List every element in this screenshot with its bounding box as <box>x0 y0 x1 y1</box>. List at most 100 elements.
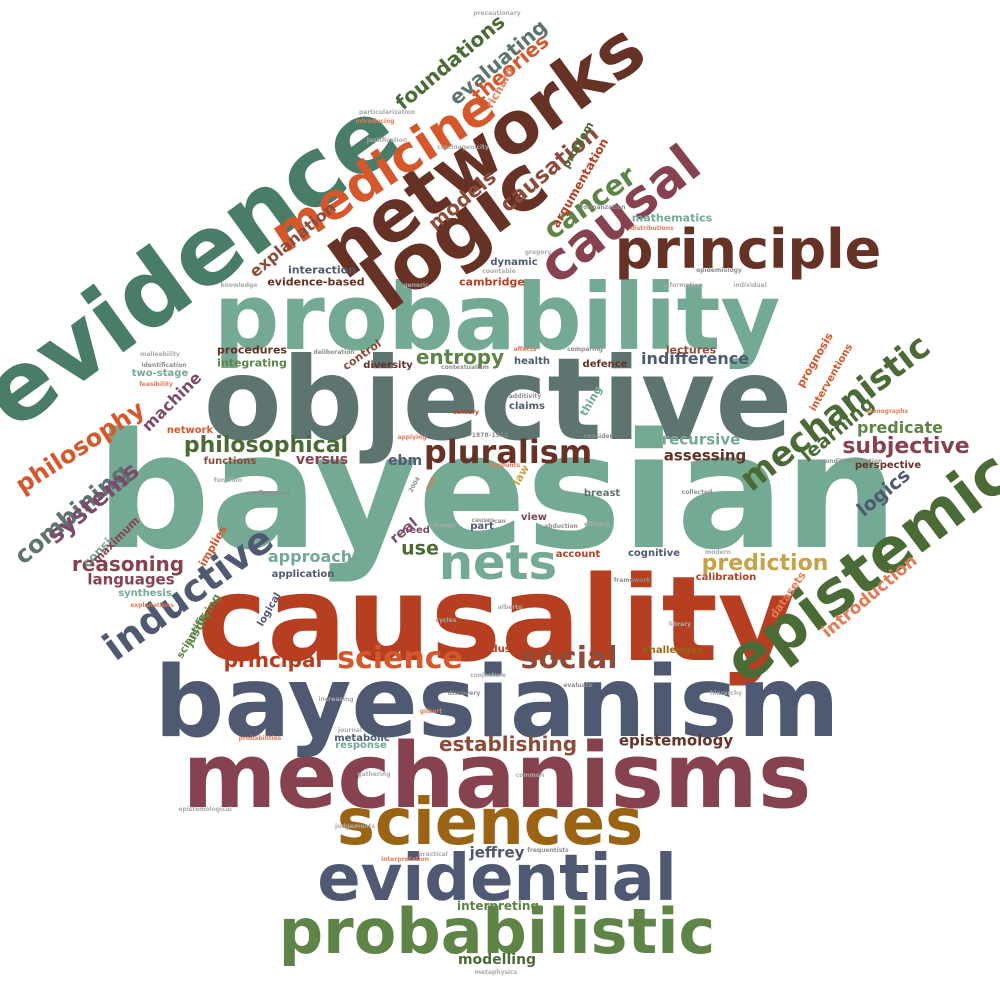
word-52: modelling <box>457 952 537 968</box>
word-143: practical <box>418 851 448 858</box>
word-1: objective <box>203 333 793 466</box>
word-103: metaphysics <box>474 969 518 976</box>
word-152: 1878–1912 <box>471 432 509 439</box>
word-78: challenges <box>642 645 704 656</box>
word-117: generic <box>403 282 429 289</box>
word-130: accounts <box>489 462 521 469</box>
word-32: reasoning <box>71 552 185 576</box>
word-105: hierarchy <box>709 690 743 697</box>
word-0: bayesian <box>95 398 899 585</box>
word-141: probabilities <box>238 735 282 742</box>
word-64: perspective <box>854 460 922 471</box>
word-19: pluralism <box>423 433 593 471</box>
word-135: increasing <box>318 696 354 703</box>
word-67: defence <box>582 359 628 370</box>
word-161: library <box>668 621 692 628</box>
word-157: particularization <box>358 109 416 116</box>
word-33: subjective <box>842 434 970 459</box>
word-48: use <box>401 537 439 560</box>
word-45: languages <box>87 570 175 589</box>
word-128: century <box>453 409 479 416</box>
word-139: judgements <box>334 823 376 830</box>
word-138: gilbert <box>419 708 443 715</box>
word-73: breast <box>583 488 621 499</box>
word-109: cycles <box>435 617 457 624</box>
word-31: philosophical <box>183 433 349 458</box>
word-83: two-stage <box>131 368 189 379</box>
word-104: evaluate <box>563 682 593 689</box>
word-147: malleability <box>140 351 180 358</box>
word-149: change <box>430 522 456 529</box>
word-131: applying <box>397 434 427 441</box>
word-13: principle <box>614 218 882 281</box>
word-75: cognitive <box>627 548 681 559</box>
word-132: collected <box>681 489 713 496</box>
word-55: ebm <box>387 453 423 469</box>
word-63: functions <box>203 456 257 467</box>
word-119: information <box>663 282 703 289</box>
word-148: consider <box>583 433 613 440</box>
word-68: claims <box>509 401 545 412</box>
word-79: response <box>335 740 387 751</box>
word-145: feasibility <box>139 381 173 388</box>
word-21: social <box>520 641 618 676</box>
word-92: view <box>521 512 547 523</box>
word-8: evidential <box>317 842 677 916</box>
word-16: nets <box>438 535 558 591</box>
word-125: formalization <box>580 204 626 211</box>
word-106: framework <box>613 577 651 584</box>
word-76: calibration <box>695 572 757 583</box>
word-118: countable <box>482 268 516 275</box>
word-111: confirmation <box>246 490 290 497</box>
word-80: metabolic <box>334 733 390 744</box>
word-144: common <box>515 772 545 779</box>
word-115: comparing <box>567 346 603 353</box>
word-50: jeffrey <box>469 843 525 862</box>
word-82: synthesis <box>118 588 172 599</box>
word-7: sciences <box>336 786 644 860</box>
word-123: gregory <box>524 249 552 256</box>
word-155: introducing <box>355 118 395 125</box>
word-81: application <box>271 569 335 580</box>
word-61: procedures <box>217 343 287 357</box>
word-89: modus <box>473 644 511 655</box>
word-153: can <box>494 518 506 525</box>
word-34: prediction <box>701 551 829 576</box>
word-71: dynamic <box>490 257 538 268</box>
word-91: need <box>402 525 430 536</box>
word-43: recursive <box>661 430 741 449</box>
word-137: gathering <box>357 771 391 778</box>
word-146: identification <box>141 362 187 369</box>
word-107: conjecture <box>470 672 506 679</box>
word-140: epistemological <box>178 806 232 813</box>
word-154: causes <box>471 517 495 524</box>
word-133: conditionalization <box>821 458 883 465</box>
word-120: individual <box>733 282 767 289</box>
word-112: function <box>213 477 243 484</box>
word-37: principal <box>223 648 323 672</box>
word-4: mechanisms <box>182 724 812 829</box>
word-84: network <box>166 425 214 436</box>
word-136: journal <box>338 727 362 734</box>
word-74: account <box>555 549 601 560</box>
word-5: probability <box>213 264 781 371</box>
word-134: modern <box>705 549 731 556</box>
word-60: interaction <box>287 263 357 277</box>
word-159: carcinogenicity <box>437 144 489 151</box>
word-57: mathematics <box>631 211 713 225</box>
word-36: establishing <box>438 732 578 756</box>
word-113: explanations <box>130 602 174 609</box>
word-160: monographs <box>865 408 909 415</box>
word-51: interpreting <box>456 899 540 913</box>
word-122: deliberation <box>313 349 355 356</box>
word-129: additivity <box>508 393 542 400</box>
word-54: versus <box>295 452 349 468</box>
word-114: contextualism <box>441 364 489 371</box>
word-62: integrating <box>217 356 287 370</box>
word-49: epistemology <box>618 731 734 750</box>
word-9: probabilistic <box>278 895 716 968</box>
word-47: predicate <box>857 418 943 437</box>
word-101: discovery <box>447 690 481 697</box>
word-59: evidence-based <box>267 275 365 289</box>
